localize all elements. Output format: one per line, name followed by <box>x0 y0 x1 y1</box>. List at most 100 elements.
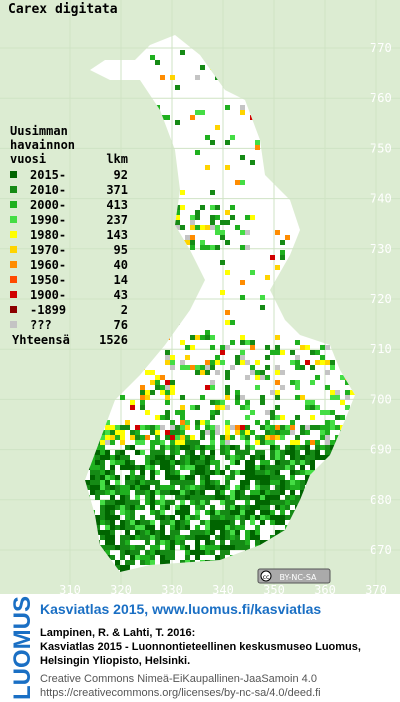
record-square <box>195 540 200 545</box>
record-square <box>105 515 110 520</box>
record-square <box>275 395 280 400</box>
record-square <box>120 525 125 530</box>
record-square <box>290 450 295 455</box>
record-square <box>215 370 220 375</box>
record-square <box>320 435 325 440</box>
record-square <box>240 155 245 160</box>
record-square <box>105 475 110 480</box>
record-square <box>315 455 320 460</box>
record-square <box>195 75 200 80</box>
record-square <box>190 220 195 225</box>
record-square <box>120 485 125 490</box>
record-square <box>295 480 300 485</box>
record-square <box>245 515 250 520</box>
record-square <box>280 450 285 455</box>
record-square <box>120 490 125 495</box>
record-square <box>180 190 185 195</box>
record-square <box>285 480 290 485</box>
record-square <box>110 455 115 460</box>
record-square <box>95 490 100 495</box>
record-square <box>105 440 110 445</box>
record-square <box>190 450 195 455</box>
record-square <box>205 500 210 505</box>
record-square <box>345 390 350 395</box>
legend-swatch <box>10 231 17 238</box>
record-square <box>265 355 270 360</box>
record-square <box>325 360 330 365</box>
record-square <box>285 450 290 455</box>
record-square <box>125 480 130 485</box>
record-square <box>175 440 180 445</box>
record-square <box>190 550 195 555</box>
record-square <box>265 435 270 440</box>
record-square <box>100 535 105 540</box>
record-square <box>150 525 155 530</box>
record-square <box>155 550 160 555</box>
record-square <box>215 520 220 525</box>
record-square <box>220 405 225 410</box>
record-square <box>255 525 260 530</box>
record-square <box>190 480 195 485</box>
record-square <box>210 245 215 250</box>
record-square <box>285 445 290 450</box>
record-square <box>290 485 295 490</box>
record-square <box>250 430 255 435</box>
record-square <box>220 260 225 265</box>
record-square <box>290 440 295 445</box>
record-square <box>95 520 100 525</box>
record-square <box>255 500 260 505</box>
record-square <box>105 425 110 430</box>
legend-total: 1526 <box>99 333 128 347</box>
record-square <box>260 440 265 445</box>
legend-swatch <box>10 306 17 313</box>
record-square <box>265 480 270 485</box>
record-square <box>235 490 240 495</box>
record-square <box>225 445 230 450</box>
link[interactable]: Kasviatlas 2015, www.luomus.fi/kasviatla… <box>40 601 321 617</box>
record-square <box>120 495 125 500</box>
record-square <box>175 525 180 530</box>
record-square <box>90 490 95 495</box>
record-square <box>165 465 170 470</box>
record-square <box>205 480 210 485</box>
record-square <box>240 105 245 110</box>
record-square <box>225 520 230 525</box>
record-square <box>340 415 345 420</box>
record-square <box>135 425 140 430</box>
record-square <box>110 465 115 470</box>
record-square <box>295 455 300 460</box>
record-square <box>240 335 245 340</box>
record-square <box>250 505 255 510</box>
record-square <box>230 545 235 550</box>
record-square <box>145 500 150 505</box>
legend-count: 95 <box>114 243 128 257</box>
record-square <box>310 350 315 355</box>
license[interactable]: https://creativecommons.org/licenses/by-… <box>40 687 321 699</box>
record-square <box>215 460 220 465</box>
grid-label: 340 <box>212 583 234 597</box>
legend-count: 14 <box>114 273 128 287</box>
record-square <box>315 450 320 455</box>
record-square <box>205 475 210 480</box>
record-square <box>115 490 120 495</box>
record-square <box>310 465 315 470</box>
record-square <box>165 380 170 385</box>
record-square <box>170 480 175 485</box>
record-square <box>140 555 145 560</box>
record-square <box>95 525 100 530</box>
record-square <box>210 480 215 485</box>
record-square <box>310 460 315 465</box>
record-square <box>305 405 310 410</box>
record-square <box>115 565 120 570</box>
record-square <box>100 455 105 460</box>
record-square <box>240 280 245 285</box>
record-square <box>185 515 190 520</box>
record-square <box>130 485 135 490</box>
record-square <box>330 420 335 425</box>
record-square <box>185 460 190 465</box>
record-square <box>220 400 225 405</box>
record-square <box>325 440 330 445</box>
record-square <box>135 530 140 535</box>
record-square <box>165 470 170 475</box>
record-square <box>185 520 190 525</box>
